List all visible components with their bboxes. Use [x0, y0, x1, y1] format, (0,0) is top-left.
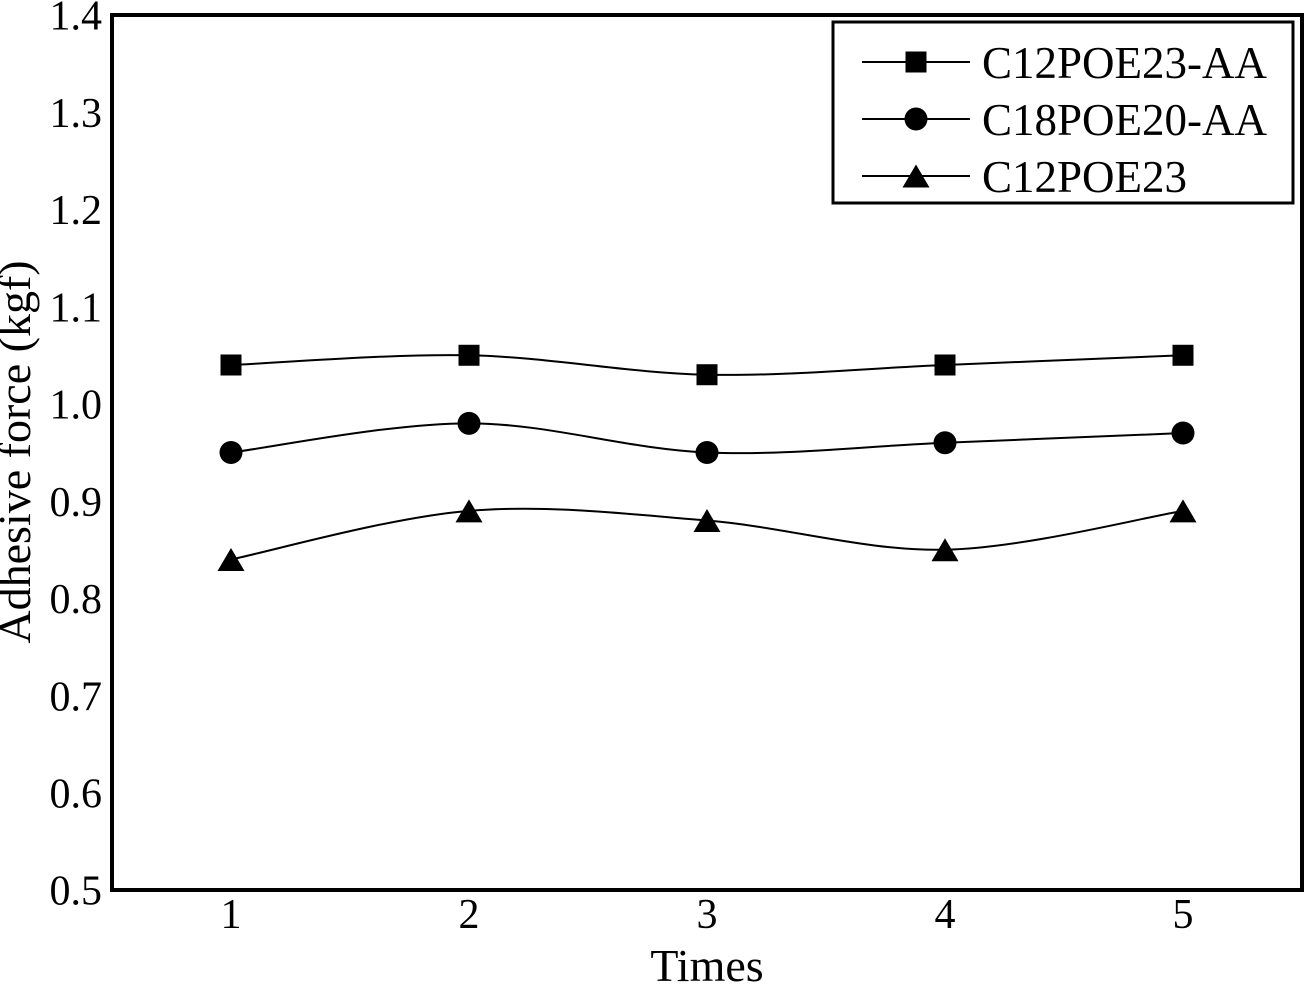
- triangle-marker-icon: [931, 538, 959, 562]
- triangle-marker-icon: [902, 164, 930, 188]
- triangle-marker-icon: [217, 547, 245, 571]
- legend-label: C18POE20-AA: [982, 95, 1268, 145]
- x-tick-label: 4: [935, 892, 956, 938]
- legend: C12POE23-AA C18POE20-AA C12POE23: [831, 20, 1295, 205]
- legend-label: C12POE23-AA: [982, 38, 1268, 88]
- x-tick-label: 2: [459, 892, 480, 938]
- square-marker-icon: [1172, 344, 1194, 366]
- square-marker-icon: [905, 51, 927, 73]
- y-axis-title: Adhesive force (kgf): [0, 260, 40, 643]
- x-tick-label: 1: [221, 892, 242, 938]
- legend-label: C12POE23: [982, 152, 1187, 202]
- circle-marker-icon: [457, 411, 481, 435]
- legend-item: C18POE20-AA: [862, 95, 1268, 145]
- square-marker-icon: [458, 344, 480, 366]
- triangle-marker-icon: [693, 509, 721, 533]
- y-tick-label: 0.7: [50, 674, 103, 720]
- y-tick-label: 0.9: [50, 480, 103, 526]
- y-tick-label: 0.5: [50, 869, 103, 915]
- y-tick-label: 1.4: [50, 0, 103, 40]
- square-marker-icon: [696, 364, 718, 386]
- circle-marker-icon: [1171, 421, 1195, 445]
- series-C12POE23: [217, 499, 1197, 571]
- circle-marker-icon: [695, 441, 719, 464]
- x-axis-title: Times: [650, 940, 763, 989]
- series-C12POE23-AA: [220, 344, 1194, 386]
- x-tick-label: 3: [697, 892, 718, 938]
- y-tick-label: 1.0: [50, 383, 103, 429]
- y-tick-label: 1.3: [50, 91, 103, 137]
- data-series: [217, 344, 1197, 571]
- y-tick-label: 1.2: [50, 188, 103, 234]
- triangle-marker-icon: [455, 499, 483, 523]
- legend-item: C12POE23: [862, 152, 1187, 202]
- y-tick-label: 1.1: [50, 285, 103, 331]
- y-tick-label: 0.8: [50, 577, 103, 623]
- square-marker-icon: [220, 354, 242, 376]
- plot-frame: [110, 13, 1304, 892]
- square-marker-icon: [934, 354, 956, 376]
- x-tick-label: 5: [1173, 892, 1194, 938]
- series-C18POE20-AA: [219, 411, 1195, 464]
- axis-ticks: 0.5 0.6 0.7 0.8 0.9 1.0 1.1 1.2 1.3 1.4 1 2 3 4 5: [50, 0, 1194, 938]
- circle-marker-icon: [904, 107, 928, 131]
- legend-item: C12POE23-AA: [862, 38, 1268, 88]
- circle-marker-icon: [933, 431, 957, 455]
- y-tick-label: 0.6: [50, 771, 103, 817]
- circle-marker-icon: [219, 441, 243, 464]
- triangle-marker-icon: [1169, 499, 1197, 523]
